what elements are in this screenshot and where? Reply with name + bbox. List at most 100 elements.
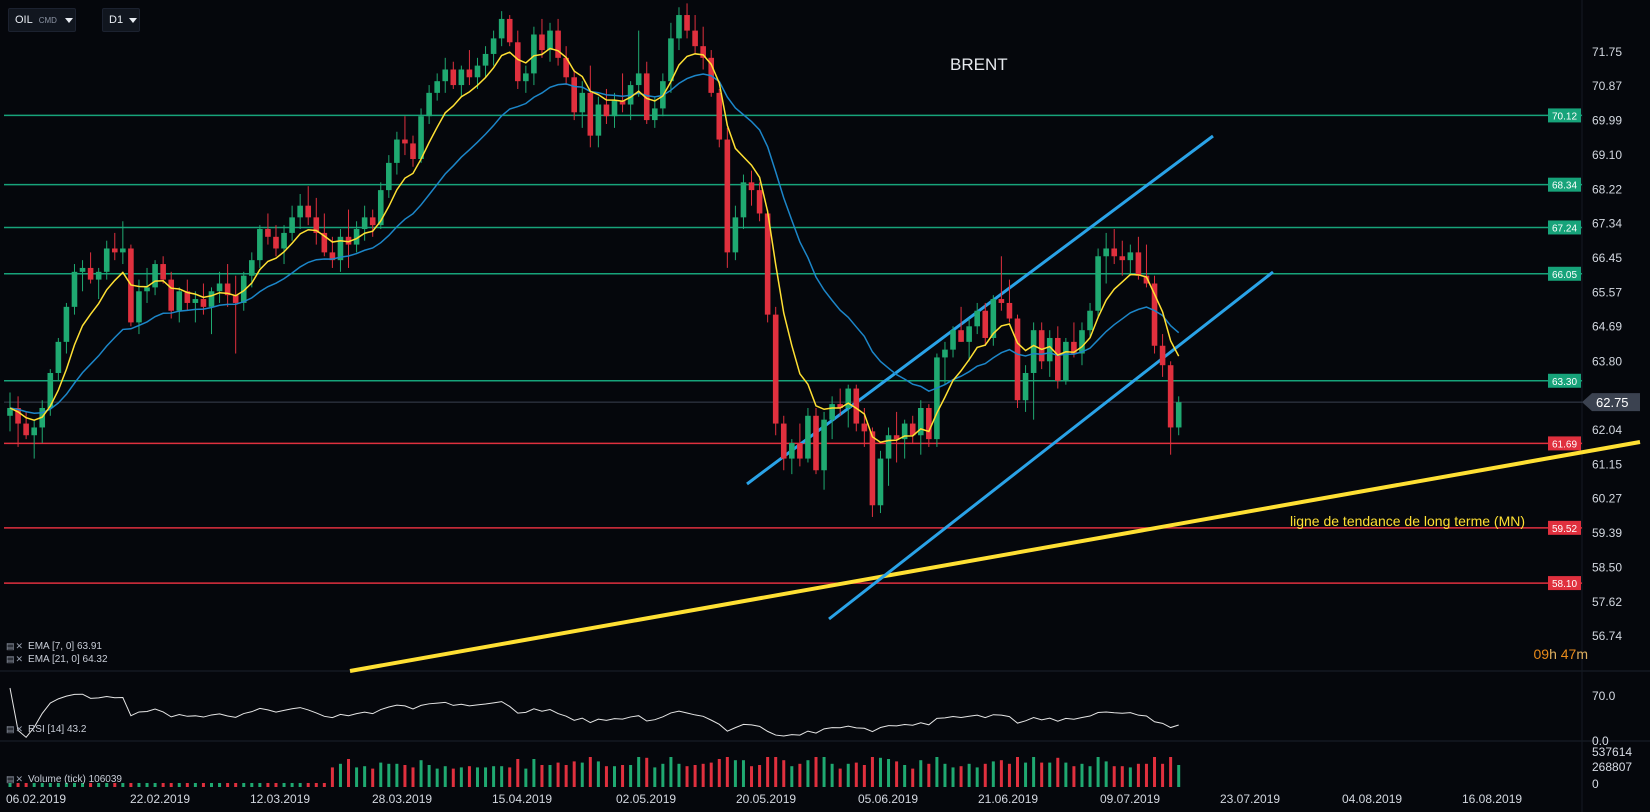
candle-body [877, 458, 884, 506]
price-axis-tick: 69.10 [1592, 148, 1622, 162]
candle-body [305, 205, 312, 218]
candle-body [281, 232, 287, 249]
volume-bar [24, 783, 28, 787]
volume-bar [1016, 757, 1019, 787]
volume-bar [1064, 762, 1068, 787]
candle-body [442, 69, 449, 82]
level-tag-label: 68.34 [1552, 181, 1577, 192]
volume-bar [1080, 763, 1084, 787]
volume-bar [161, 783, 165, 787]
volume-bar [1032, 757, 1036, 787]
candle-body [168, 279, 174, 311]
candle-body [821, 419, 827, 471]
volume-bar [758, 765, 762, 787]
volume-bar [967, 763, 971, 787]
candle-body [514, 42, 521, 82]
volume-bar [766, 757, 770, 787]
volume-bar [330, 767, 334, 787]
volume-bar [814, 757, 818, 787]
settings-close-icon[interactable]: ▤✕ [6, 774, 25, 784]
candle-body [192, 299, 199, 303]
ema21-line [9, 73, 1180, 414]
volume-bar [733, 760, 737, 787]
candle-body [676, 15, 682, 39]
rsi-axis-tick: 0.0 [1592, 734, 1609, 748]
candle-body [31, 427, 37, 436]
volume-bar [459, 767, 463, 787]
volume-bar [798, 763, 802, 787]
candle-body [909, 423, 916, 436]
candle-body [1135, 252, 1142, 276]
candle-body [611, 100, 618, 117]
settings-close-icon[interactable]: ▤✕ [6, 641, 25, 651]
candle-body [1119, 256, 1126, 261]
candle-body [958, 330, 964, 342]
volume-bar [645, 757, 649, 787]
candle-body [652, 108, 658, 121]
candle-body [1055, 337, 1061, 381]
volume-bar [677, 763, 681, 787]
volume-bar [1024, 762, 1028, 787]
volume-bar [16, 783, 20, 787]
symbol-selector[interactable]: OIL CMD [8, 8, 76, 32]
volume-axis-tick: 0 [1592, 777, 1599, 791]
volume-bar [314, 783, 318, 787]
volume-axis-tick: 537614 [1592, 745, 1632, 759]
volume-bar [81, 783, 85, 787]
settings-close-icon[interactable]: ▤✕ [6, 724, 25, 734]
volume-axis-tick: 268807 [1592, 760, 1632, 774]
candle-body [805, 415, 811, 459]
candle-body [619, 100, 626, 105]
volume-bar [637, 757, 641, 787]
volume-text: Volume (tick) 106039 [28, 774, 122, 785]
volume-bar [467, 766, 471, 787]
candle-body [1022, 372, 1029, 401]
volume-bar [701, 763, 705, 787]
volume-bar [935, 757, 939, 787]
candle-body [1030, 330, 1037, 373]
volume-bar [1128, 767, 1132, 787]
volume-bar [443, 766, 447, 787]
volume-legend[interactable]: ▤✕ Volume (tick) 106039 [6, 774, 122, 785]
candle-body [966, 326, 972, 342]
candle-body [700, 46, 706, 58]
candle-body [547, 30, 553, 51]
volume-bar [145, 783, 149, 787]
candle-body [829, 404, 835, 420]
volume-bar [475, 767, 479, 787]
timeframe-selector[interactable]: D1 [102, 8, 140, 32]
volume-bar [427, 765, 431, 787]
price-axis-tick: 66.45 [1592, 251, 1622, 265]
candle-body [1151, 283, 1158, 346]
candle-body [87, 267, 94, 280]
date-axis-tick: 09.07.2019 [1100, 792, 1160, 806]
level-tag [1548, 220, 1581, 235]
volume-bar [604, 766, 608, 787]
volume-bar [371, 768, 375, 787]
ema7-legend[interactable]: ▤✕ EMA [7, 0] 63.91 [6, 641, 102, 652]
candle-body [394, 139, 400, 163]
date-axis-tick: 06.02.2019 [6, 792, 66, 806]
volume-bar [782, 760, 786, 787]
candle-body [813, 415, 819, 471]
candle-body [313, 217, 320, 233]
candle-body [136, 291, 142, 323]
candle-body [7, 408, 13, 416]
level-tag-label: 67.24 [1552, 223, 1577, 234]
volume-bar [282, 783, 286, 787]
rsi-legend[interactable]: ▤✕ RSI [14] 43.2 [6, 724, 86, 735]
volume-bar [1169, 757, 1173, 787]
ema21-legend[interactable]: ▤✕ EMA [21, 0] 64.32 [6, 654, 108, 665]
candle-body [111, 248, 118, 253]
settings-close-icon[interactable]: ▤✕ [6, 654, 25, 664]
volume-bar [121, 783, 125, 787]
candle-body [772, 314, 779, 424]
volume-bar [1007, 763, 1011, 787]
candle-body [176, 291, 183, 311]
current-price-label: 62.75 [1596, 395, 1629, 410]
volume-bar [508, 767, 512, 787]
candle-body [692, 30, 698, 47]
candle-body [523, 73, 529, 82]
level-tag [1548, 108, 1581, 123]
